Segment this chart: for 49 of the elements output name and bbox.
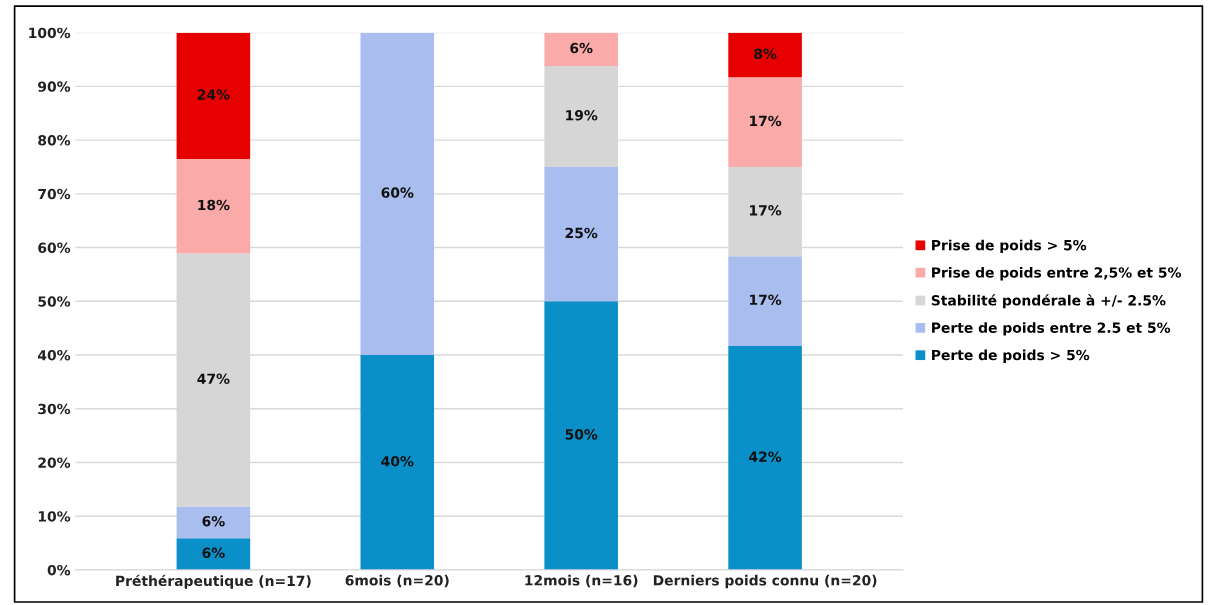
data-label: 17%: [750, 115, 782, 127]
y-tick-label: 10%: [38, 511, 71, 522]
legend-label: Perte de poids > 5%: [932, 349, 1090, 363]
y-tick-label: 90%: [38, 81, 71, 92]
y-tick-label: 60%: [38, 242, 71, 254]
legend-label: Perte de poids entre 2.5 et 5%: [932, 322, 1171, 336]
data-label: 24%: [197, 89, 230, 100]
bar: [176, 538, 251, 570]
data-label: 17%: [750, 205, 782, 216]
y-tick-label: 50%: [38, 296, 71, 307]
y-tick-label: 70%: [38, 188, 71, 200]
bar: [360, 355, 435, 570]
legend-label: Prise de poids entre 2,5% et 5%: [932, 266, 1182, 281]
data-label: 47%: [197, 373, 230, 385]
data-label: 40%: [381, 455, 414, 467]
y-tick-label: 20%: [38, 457, 71, 468]
x-tick-label: Préthérapeutique (n=17): [116, 574, 311, 589]
x-tick-label: 6mois (n=20): [345, 574, 449, 588]
data-label: 19%: [566, 110, 598, 121]
data-label: 8%: [754, 48, 777, 59]
bar: [544, 32, 618, 66]
bar: [176, 158, 251, 254]
bar: [544, 301, 618, 570]
data-label: 25%: [565, 227, 598, 239]
legend-label: Prise de poids > 5%: [932, 239, 1087, 254]
y-tick-label: 40%: [37, 349, 71, 361]
bar: [360, 32, 435, 356]
data-label: 6%: [202, 547, 225, 559]
y-tick-label: 30%: [38, 403, 71, 415]
data-label: 6%: [202, 515, 225, 527]
data-label: 42%: [749, 451, 782, 462]
legend-label: Stabilité pondérale à +/- 2.5%: [931, 294, 1166, 309]
y-tick-label: 0%: [47, 564, 71, 576]
data-label: 6%: [570, 42, 593, 54]
bar: [176, 32, 251, 159]
y-tick-label: 80%: [38, 135, 71, 146]
bar: [176, 506, 251, 539]
bar: [728, 77, 802, 167]
data-label: 18%: [198, 199, 230, 211]
x-tick-label: 12mois (n=16): [525, 574, 638, 588]
bar: [728, 345, 802, 570]
x-tick-label: Derniers poids connu (n=20): [653, 574, 877, 589]
data-label: 17%: [750, 294, 782, 306]
data-label: 50%: [565, 429, 598, 440]
data-label: 60%: [381, 187, 414, 198]
bar: [544, 166, 618, 302]
bar: [728, 256, 802, 346]
y-tick-label: 100%: [29, 27, 71, 39]
bar: [728, 32, 802, 78]
